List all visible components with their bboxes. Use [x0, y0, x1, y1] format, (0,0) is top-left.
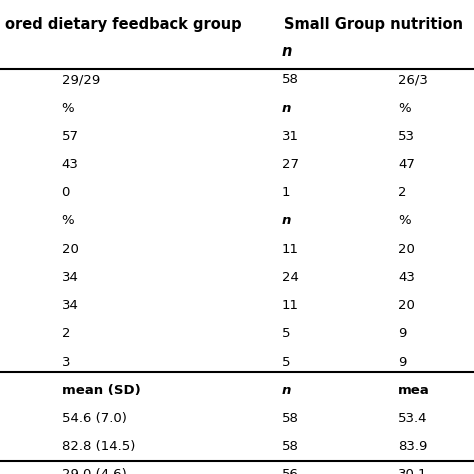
Text: 43: 43: [62, 158, 79, 171]
Text: 56: 56: [282, 468, 299, 474]
Text: 26/3: 26/3: [398, 73, 428, 86]
Text: 34: 34: [62, 299, 79, 312]
Text: 3: 3: [62, 356, 70, 368]
Text: 29/29: 29/29: [62, 73, 100, 86]
Text: 0: 0: [62, 186, 70, 199]
Text: 53.4: 53.4: [398, 412, 428, 425]
Text: 27: 27: [282, 158, 299, 171]
Text: 11: 11: [282, 299, 299, 312]
Text: 5: 5: [282, 356, 291, 368]
Text: 20: 20: [398, 243, 415, 255]
Text: 11: 11: [282, 243, 299, 255]
Text: %: %: [398, 215, 411, 228]
Text: 54.6 (7.0): 54.6 (7.0): [62, 412, 127, 425]
Text: n: n: [282, 44, 292, 59]
Text: 82.8 (14.5): 82.8 (14.5): [62, 440, 135, 453]
Text: 9: 9: [398, 327, 407, 340]
Text: 58: 58: [282, 73, 299, 86]
Text: 1: 1: [282, 186, 291, 199]
Text: 2: 2: [398, 186, 407, 199]
Text: 5: 5: [282, 327, 291, 340]
Text: 24: 24: [282, 271, 299, 284]
Text: 53: 53: [398, 130, 415, 143]
Text: 47: 47: [398, 158, 415, 171]
Text: 34: 34: [62, 271, 79, 284]
Text: 31: 31: [282, 130, 299, 143]
Text: n: n: [282, 215, 292, 228]
Text: 9: 9: [398, 356, 407, 368]
Text: 20: 20: [398, 299, 415, 312]
Text: n: n: [282, 384, 292, 397]
Text: 20: 20: [62, 243, 79, 255]
Text: mean (SD): mean (SD): [62, 384, 140, 397]
Text: %: %: [62, 215, 74, 228]
Text: Small Group nutrition: Small Group nutrition: [284, 17, 464, 32]
Text: mea: mea: [398, 384, 430, 397]
Text: 83.9: 83.9: [398, 440, 428, 453]
Text: n: n: [282, 102, 292, 115]
Text: 58: 58: [282, 440, 299, 453]
Text: 29.0 (4.6): 29.0 (4.6): [62, 468, 127, 474]
Text: 2: 2: [62, 327, 70, 340]
Text: 57: 57: [62, 130, 79, 143]
Text: 58: 58: [282, 412, 299, 425]
Text: %: %: [398, 102, 411, 115]
Text: ored dietary feedback group: ored dietary feedback group: [5, 17, 241, 32]
Text: 43: 43: [398, 271, 415, 284]
Text: %: %: [62, 102, 74, 115]
Text: 30.1: 30.1: [398, 468, 428, 474]
